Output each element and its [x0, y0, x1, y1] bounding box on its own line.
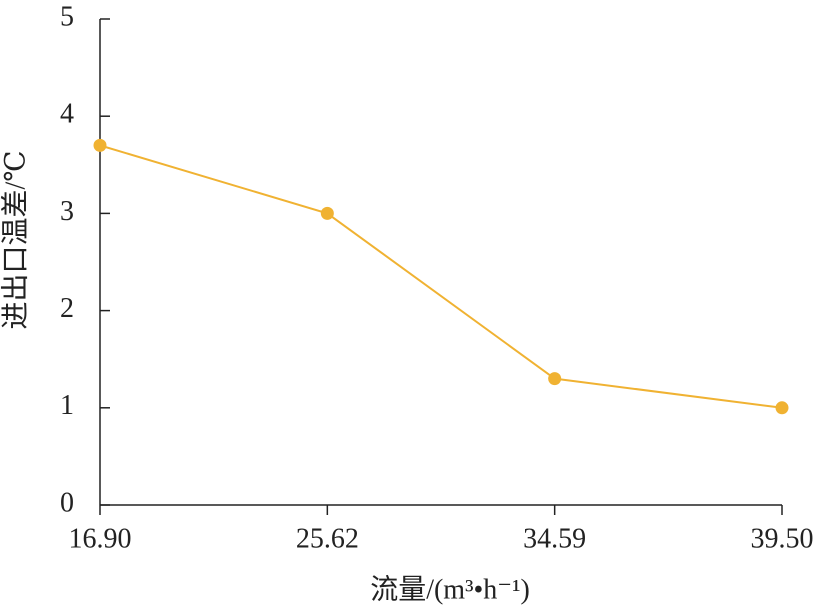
data-point [93, 138, 107, 152]
y-tick-label: 3 [60, 196, 74, 227]
x-tick-label: 39.50 [751, 523, 814, 554]
x-tick-label: 25.62 [296, 523, 359, 554]
x-tick-label: 16.90 [69, 523, 132, 554]
data-line [99, 144, 783, 409]
y-tick-label: 2 [60, 293, 74, 324]
y-tick-label: 5 [60, 1, 74, 32]
y-tick-label: 1 [60, 390, 74, 421]
data-point [775, 401, 789, 415]
x-axis-label: 流量/(m³•h⁻¹) [370, 573, 530, 605]
x-tick-label: 34.59 [523, 523, 586, 554]
data-point [548, 372, 562, 386]
data-point [320, 206, 334, 220]
y-axis-label: 进出口温差/℃ [0, 150, 31, 329]
y-tick-label: 4 [60, 99, 74, 130]
y-tick-label: 0 [60, 487, 74, 518]
